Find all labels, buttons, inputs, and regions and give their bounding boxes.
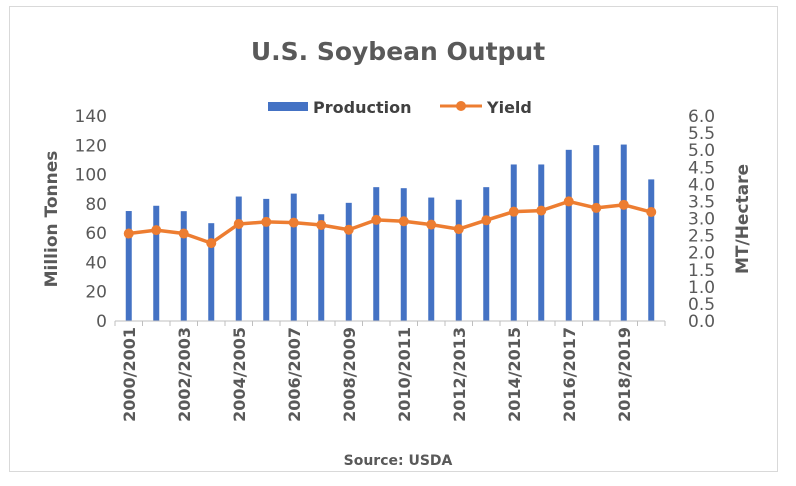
chart-title: U.S. Soybean Output xyxy=(251,37,545,66)
production-bars xyxy=(125,144,655,321)
yield-marker xyxy=(316,219,327,230)
production-bar xyxy=(648,179,655,321)
yield-marker xyxy=(536,205,547,216)
y2-axis-ticks: 0.00.51.01.52.02.53.03.54.04.55.05.56.0 xyxy=(688,107,715,332)
y-axis-ticks: 0 20 40 60 80 100 120 140 xyxy=(75,107,107,332)
legend-label-production: Production xyxy=(313,98,411,117)
y2-tick-label: 5.0 xyxy=(688,141,715,161)
yield-marker xyxy=(206,238,217,249)
y2-tick-label: 3.0 xyxy=(688,210,715,230)
production-bar xyxy=(593,145,600,321)
production-bar xyxy=(483,187,490,321)
x-tick-label: 2018/2019 xyxy=(615,327,634,422)
yield-marker xyxy=(288,217,299,228)
y2-tick-label: 1.0 xyxy=(688,278,715,298)
y2-tick-label: 3.5 xyxy=(688,192,715,212)
y2-tick-label: 2.0 xyxy=(688,244,715,264)
y2-tick-label: 4.5 xyxy=(688,158,715,178)
yield-marker xyxy=(426,219,437,230)
yield-marker xyxy=(233,218,244,229)
y-axis-label: Million Tonnes xyxy=(42,151,62,288)
production-bar xyxy=(455,199,462,321)
yield-marker xyxy=(398,216,409,227)
x-axis-ticks: 2000/2001 2002/2003 2004/2005 2006/2007 2008… xyxy=(114,321,666,422)
yield-marker xyxy=(646,207,657,218)
yield-marker xyxy=(481,215,492,226)
y2-tick-label: 0.5 xyxy=(688,295,715,315)
yield-marker xyxy=(591,202,602,213)
production-bar xyxy=(153,205,160,321)
yield-marker xyxy=(261,216,272,227)
y2-tick-label: 4.0 xyxy=(688,175,715,195)
yield-marker xyxy=(371,214,382,225)
legend-swatch-production xyxy=(268,102,308,111)
production-bar xyxy=(125,211,132,321)
yield-marker xyxy=(618,199,629,210)
y2-tick-label: 2.5 xyxy=(688,227,715,247)
yield-marker xyxy=(563,196,574,207)
production-bar xyxy=(565,149,572,321)
production-bar xyxy=(263,198,270,321)
production-bar xyxy=(208,223,215,321)
y-tick-label: 20 xyxy=(85,283,107,303)
production-bar xyxy=(620,144,627,321)
production-bar xyxy=(318,214,325,321)
production-bar xyxy=(345,202,352,321)
y-tick-label: 140 xyxy=(75,107,107,127)
x-tick-label: 2000/2001 xyxy=(120,327,139,422)
yield-marker xyxy=(123,228,134,239)
x-tick-label: 2002/2003 xyxy=(175,327,194,422)
y2-tick-label: 1.5 xyxy=(688,261,715,281)
yield-marker xyxy=(343,224,354,235)
legend-swatch-yield-marker xyxy=(456,101,466,111)
production-bar xyxy=(510,164,517,321)
x-tick-label: 2004/2005 xyxy=(230,327,249,422)
yield-marker xyxy=(178,228,189,239)
yield-line xyxy=(128,199,652,245)
x-tick-label: 2010/2011 xyxy=(395,327,414,422)
y-tick-label: 120 xyxy=(75,136,107,156)
production-bar xyxy=(373,187,380,321)
x-tick-label: 2006/2007 xyxy=(285,327,304,422)
production-bar xyxy=(290,193,297,321)
y2-tick-label: 5.5 xyxy=(688,124,715,144)
yield-marker xyxy=(453,224,464,235)
production-bar xyxy=(400,188,407,321)
production-bar xyxy=(428,197,435,321)
yield-marker xyxy=(508,206,519,217)
y-tick-label: 100 xyxy=(75,166,107,186)
y-tick-label: 60 xyxy=(85,224,107,244)
y-tick-label: 40 xyxy=(85,253,107,273)
legend: Production Yield xyxy=(268,98,532,117)
production-bar xyxy=(235,196,242,321)
x-tick-label: 2012/2013 xyxy=(450,327,469,422)
source-note: Source: USDA xyxy=(344,453,453,469)
yield-marker xyxy=(151,225,162,236)
x-tick-label: 2016/2017 xyxy=(560,327,579,422)
x-tick-label: 2008/2009 xyxy=(340,327,359,422)
legend-label-yield: Yield xyxy=(486,98,532,117)
y2-tick-label: 6.0 xyxy=(688,107,715,127)
production-bar xyxy=(180,211,187,321)
y2-axis-label: MT/Hectare xyxy=(733,164,753,274)
y-tick-label: 80 xyxy=(85,195,107,215)
yield-series xyxy=(123,196,657,249)
y2-tick-label: 0.0 xyxy=(688,312,715,332)
x-tick-label: 2014/2015 xyxy=(505,327,524,422)
y-tick-label: 0 xyxy=(96,312,107,332)
production-bar xyxy=(538,164,545,321)
